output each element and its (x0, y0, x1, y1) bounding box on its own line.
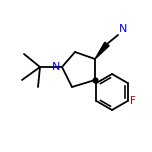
Text: N: N (119, 24, 127, 34)
Text: F: F (130, 96, 135, 106)
Text: N: N (52, 62, 60, 72)
Polygon shape (95, 42, 109, 59)
